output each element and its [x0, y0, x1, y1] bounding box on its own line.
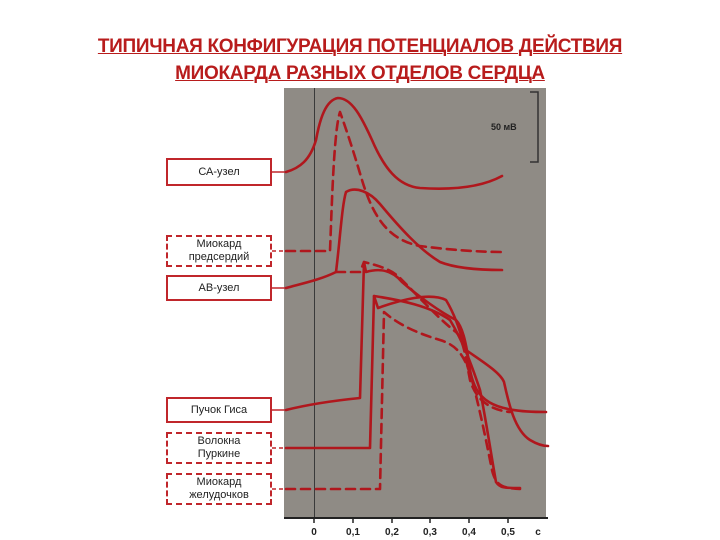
time-zero-line [314, 88, 315, 518]
trace-ventricular-solid [372, 294, 522, 490]
label-his-bundle: Пучок Гиса [166, 397, 272, 423]
label-his-bundle-text: Пучок Гиса [190, 403, 248, 416]
trace-his-bundle [284, 260, 548, 414]
label-purkinje-fibers-text: Волокна Пуркине [197, 435, 241, 460]
tick-label-0: 0 [311, 527, 317, 538]
label-av-node-text: АВ-узел [198, 281, 240, 294]
label-av-node: АВ-узел [166, 275, 272, 301]
title-line-1: ТИПИЧНАЯ КОНФИГУРАЦИЯ ПОТЕНЦИАЛОВ ДЕЙСТВ… [97, 36, 623, 57]
trace-purkinje [284, 294, 550, 450]
axis-ticks [313, 518, 509, 523]
trace-sa-node [284, 96, 504, 190]
axis-unit: с [535, 527, 541, 538]
trace-panel [284, 88, 546, 518]
tick-label-0-1: 0,1 [346, 527, 360, 538]
scale-bar-label: 50 мВ [491, 122, 517, 132]
tick-label-0-5: 0,5 [501, 527, 515, 538]
label-ventricular-myocardium-text: Миокард желудочков [189, 476, 249, 501]
tick-label-0-3: 0,3 [423, 527, 437, 538]
label-purkinje-fibers: Волокна Пуркине [166, 432, 272, 464]
title-line-2: МИОКАРДА РАЗНЫХ ОТДЕЛОВ СЕРДЦА [175, 63, 545, 84]
label-atrial-myocardium: Миокард предсердий [166, 235, 272, 267]
label-ventricular-myocardium: Миокард желудочков [166, 473, 272, 505]
trace-av-dashed [334, 260, 512, 414]
label-sa-node-text: СА-узел [198, 165, 240, 178]
label-sa-node: СА-узел [166, 158, 272, 186]
tick-label-0-2: 0,2 [385, 527, 399, 538]
scale-bar [530, 91, 539, 163]
trace-atrial-myocardium [284, 110, 506, 254]
tick-label-0-4: 0,4 [462, 527, 476, 538]
label-atrial-myocardium-text: Миокард предсердий [188, 238, 250, 263]
